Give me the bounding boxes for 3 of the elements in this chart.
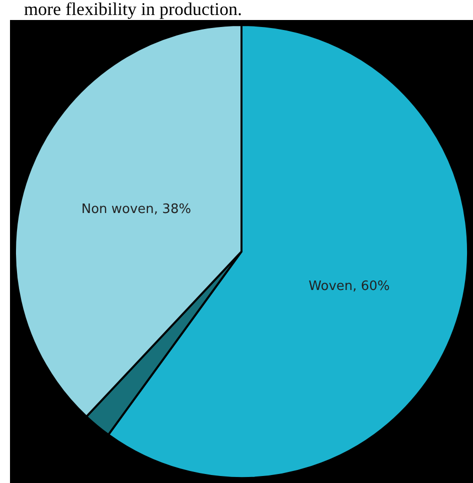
- text: more flexibility in production.: [23, 0, 243, 20]
- slice-label: Non woven, 38%: [81, 202, 192, 218]
- slice-label: Woven, 60%: [308, 278, 390, 294]
